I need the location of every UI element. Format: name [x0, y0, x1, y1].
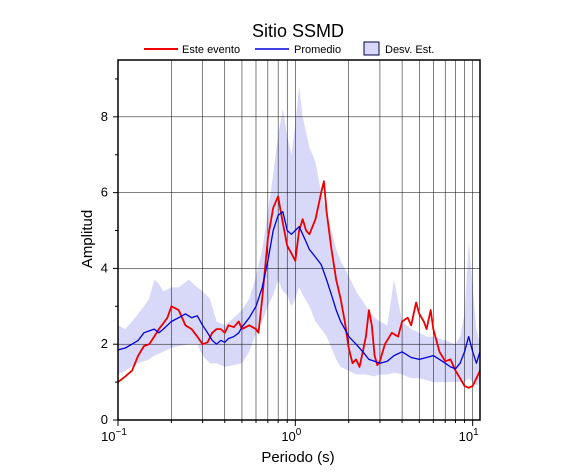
series-mean-line — [117, 210, 481, 370]
y-axis-label: Amplitud — [79, 210, 96, 268]
x-axis-label: Periodo (s) — [261, 449, 334, 466]
y-tick-label: 6 — [101, 185, 108, 200]
legend-label-band: Desv. Est. — [385, 44, 434, 56]
y-tick-label: 0 — [101, 412, 108, 427]
y-tick-label: 8 — [101, 109, 108, 124]
plot-frame — [117, 59, 481, 421]
legend-label-mean: Promedio — [294, 44, 341, 56]
legend-swatch-band — [363, 41, 380, 56]
y-tick-label: 4 — [101, 260, 108, 275]
grid-layer — [117, 60, 480, 421]
legend-label-event: Este evento — [182, 44, 240, 56]
legend: Este evento Promedio Desv. Est. — [144, 41, 434, 56]
chart-title: Sitio SSMD — [252, 21, 344, 41]
series-layer — [117, 180, 481, 389]
y-tick-label: 2 — [101, 336, 108, 351]
series-event-line — [117, 180, 481, 389]
